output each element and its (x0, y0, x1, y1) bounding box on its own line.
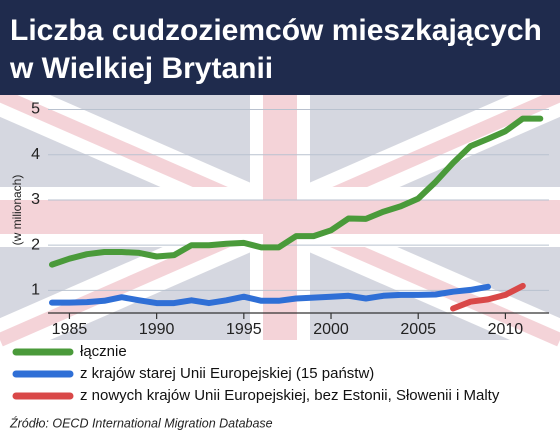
source: Źródło: OECD International Migration Dat… (9, 415, 273, 430)
y-tick-label: 5 (31, 101, 40, 118)
x-tick-label: 1985 (52, 321, 88, 338)
x-tick-label: 2005 (400, 321, 436, 338)
chart-title: Liczba cudzoziemców mieszkających (10, 14, 542, 47)
x-tick-label: 2000 (313, 321, 349, 338)
series-line (49, 115, 544, 268)
title-bar (0, 0, 560, 95)
chart-subtitle: w Wielkiej Brytanii (9, 52, 273, 85)
legend-label: z nowych krajów Unii Europejskiej, bez E… (80, 387, 500, 404)
legend-label: łącznie (80, 343, 127, 360)
y-tick-label: 2 (31, 236, 40, 253)
series-line (49, 283, 491, 307)
y-tick-label: 1 (31, 282, 40, 299)
y-tick-label: 4 (31, 146, 40, 163)
y-tick-label: 3 (31, 191, 40, 208)
x-tick-label: 2010 (488, 321, 524, 338)
series-line (450, 282, 526, 312)
x-tick-label: 1990 (139, 321, 175, 338)
legend-label: z krajów starej Unii Europejskiej (15 pa… (80, 365, 374, 382)
x-tick-label: 1995 (226, 321, 262, 338)
y-axis-label: (w milionach) (10, 175, 24, 246)
